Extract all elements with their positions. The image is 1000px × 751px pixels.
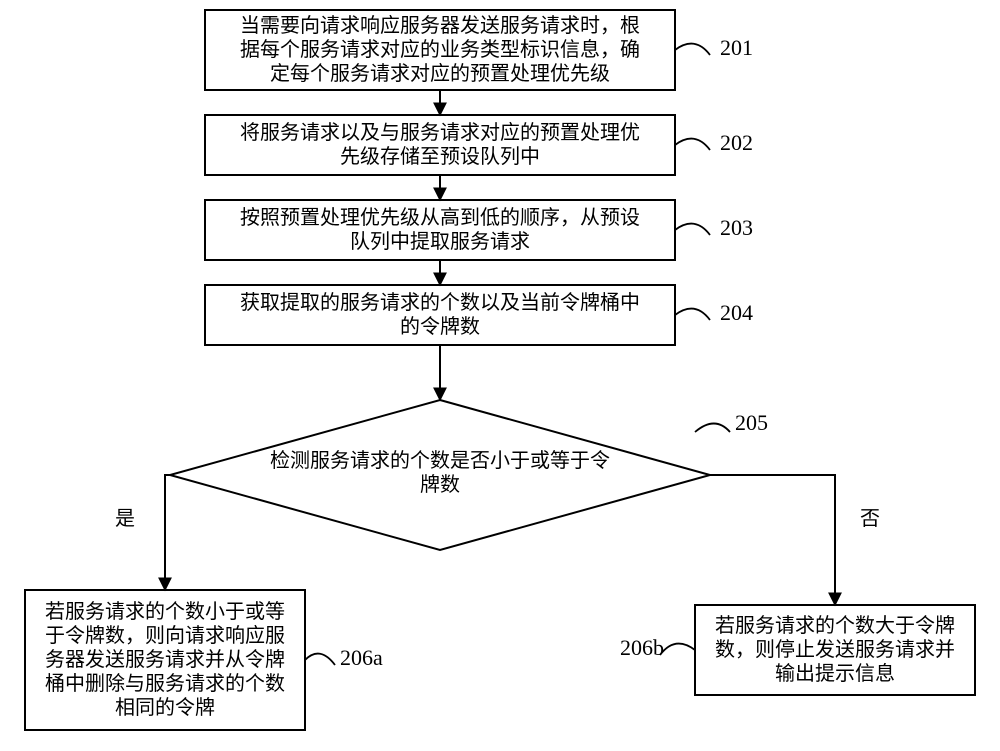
process-b203-line: 队列中提取服务请求 — [350, 230, 530, 253]
step-label: 203 — [720, 215, 753, 240]
label-connector — [660, 644, 695, 655]
step-label: 204 — [720, 300, 753, 325]
process-b201: 当需要向请求响应服务器发送服务请求时，根据每个服务请求对应的业务类型标识信息，确… — [205, 10, 753, 90]
process-b206a: 若服务请求的个数小于或等于令牌数，则向请求响应服务器发送服务请求并从令牌桶中删除… — [25, 590, 383, 730]
decision-205-line: 检测服务请求的个数是否小于或等于令 — [270, 449, 610, 472]
process-b206a-line: 若服务请求的个数小于或等 — [45, 600, 285, 623]
process-b203: 按照预置处理优先级从高到低的顺序，从预设队列中提取服务请求 203 — [205, 200, 753, 260]
step-label: 206a — [340, 645, 383, 670]
process-b202-line: 将服务请求以及与服务请求对应的预置处理优 — [240, 121, 640, 144]
label-connector — [675, 139, 710, 150]
branch-yes-label: 是 — [115, 508, 135, 530]
label-connector — [675, 44, 710, 55]
process-b204: 获取提取的服务请求的个数以及当前令牌桶中的令牌数 204 — [205, 285, 753, 345]
step-label: 202 — [720, 130, 753, 155]
arrow — [165, 475, 170, 590]
process-b201-line: 定每个服务请求对应的预置处理优先级 — [270, 62, 610, 85]
process-b204-line: 获取提取的服务请求的个数以及当前令牌桶中 — [240, 291, 640, 314]
step-label: 206b — [620, 635, 664, 660]
process-b201-line: 当需要向请求响应服务器发送服务请求时，根 — [240, 14, 640, 37]
label-connector — [675, 309, 710, 320]
process-b206b-line: 若服务请求的个数大于令牌 — [715, 614, 955, 637]
process-b206b-line: 输出提示信息 — [775, 662, 895, 685]
process-b202: 将服务请求以及与服务请求对应的预置处理优先级存储至预设队列中 202 — [205, 115, 753, 175]
label-connector — [305, 654, 335, 665]
decision-205-line: 牌数 — [420, 473, 460, 496]
step-label: 205 — [735, 410, 768, 435]
process-b201-line: 据每个服务请求对应的业务类型标识信息，确 — [240, 38, 640, 61]
decision-205: 检测服务请求的个数是否小于或等于令牌数 205 — [170, 400, 768, 550]
process-b206b: 若服务请求的个数大于令牌数，则停止发送服务请求并输出提示信息 206b — [620, 605, 975, 695]
process-b206a-line: 务器发送服务请求并从令牌 — [45, 648, 285, 671]
arrow — [710, 475, 835, 605]
process-b206a-line: 相同的令牌 — [115, 696, 215, 719]
process-b204-line: 的令牌数 — [400, 315, 480, 338]
process-b202-line: 先级存储至预设队列中 — [340, 145, 540, 168]
process-b206b-line: 数，则停止发送服务请求并 — [715, 638, 955, 661]
process-b203-line: 按照预置处理优先级从高到低的顺序，从预设 — [240, 206, 640, 229]
branch-no-label: 否 — [860, 508, 880, 530]
label-connector — [675, 224, 710, 235]
process-b206a-line: 于令牌数，则向请求响应服 — [45, 624, 285, 647]
process-b206a-line: 桶中删除与服务请求的个数 — [45, 672, 285, 695]
label-connector — [695, 424, 730, 433]
step-label: 201 — [720, 35, 753, 60]
